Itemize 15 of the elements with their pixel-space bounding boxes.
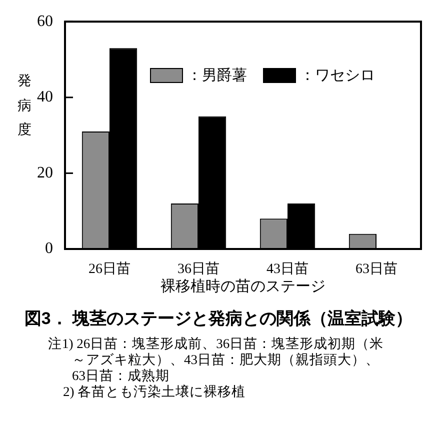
y-tick-label: 60	[37, 12, 53, 30]
y-tick-label: 40	[37, 88, 53, 106]
y-axis-title: 発病度	[15, 62, 31, 134]
text: 2) 各苗とも汚染土壌に裸移植	[62, 384, 247, 400]
x-tick-label: 43日苗	[266, 261, 308, 278]
legend-label: ：ワセシロ	[300, 66, 375, 85]
text: 注1) 26日苗：塊茎形成前、36日苗：塊茎形成初期（米～アズキ粒大）、43日苗：肥大期（親指頭大）、63日苗：成熟期	[47, 336, 385, 384]
y-tick-label: 20	[37, 164, 53, 182]
y-tick-label: 0	[45, 240, 53, 258]
x-tick-label: 63日苗	[356, 261, 398, 278]
x-tick-label: 36日苗	[178, 261, 220, 278]
legend-label: ：男爵薯	[187, 66, 247, 85]
x-axis-title: 裸移植時の苗のステージ	[160, 278, 326, 295]
x-tick-label: 26日苗	[88, 261, 130, 278]
text: 図3． 塊茎のステージと発病との関係（温室試験）	[23, 309, 414, 329]
